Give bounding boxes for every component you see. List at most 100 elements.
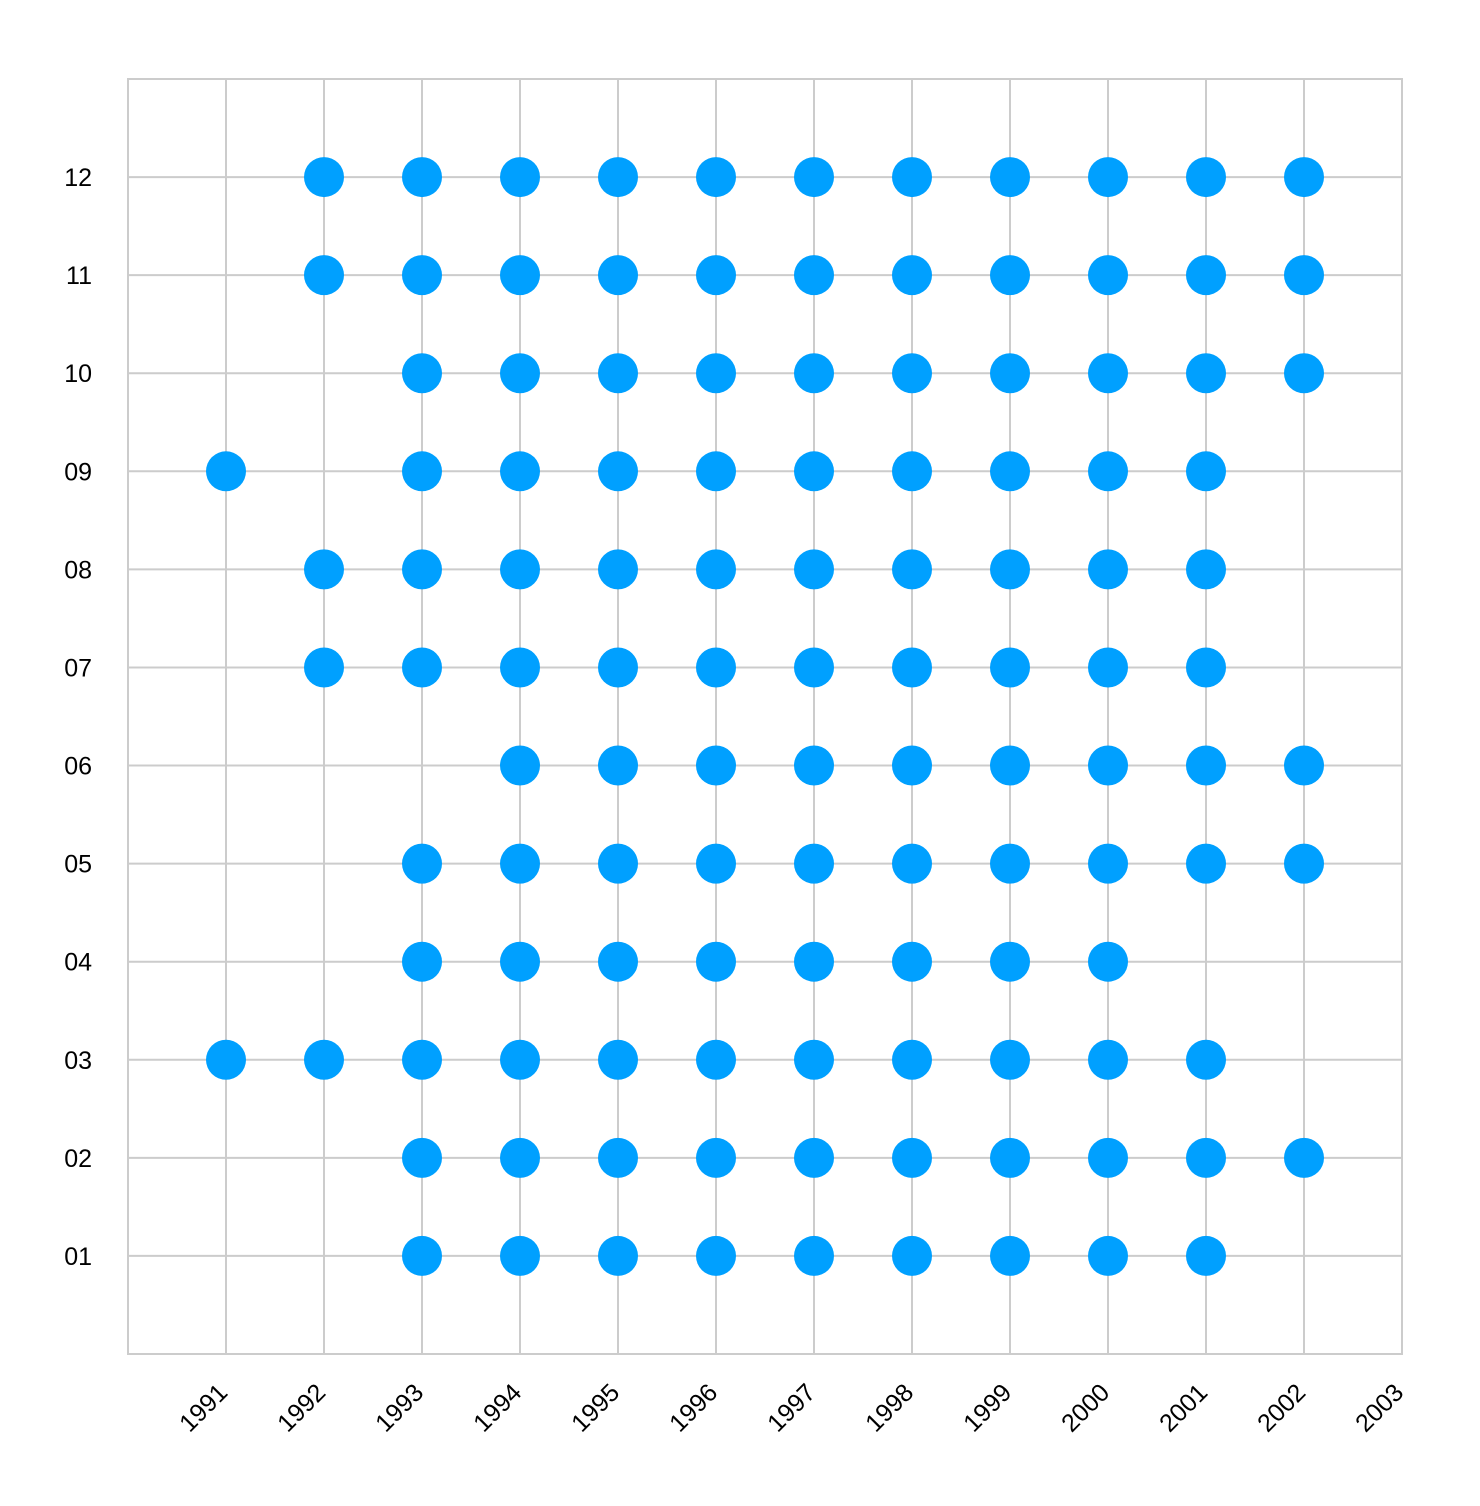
data-point	[402, 451, 442, 492]
data-point	[1186, 843, 1226, 884]
x-tick-label: 2003	[1350, 1378, 1409, 1437]
data-point	[1088, 745, 1128, 786]
data-point	[794, 843, 834, 884]
data-point	[598, 1039, 638, 1080]
data-point	[500, 451, 540, 492]
data-point	[1088, 843, 1128, 884]
data-point	[794, 647, 834, 688]
data-point	[892, 745, 932, 786]
data-point	[598, 353, 638, 394]
data-point	[892, 647, 932, 688]
data-point	[696, 1039, 736, 1080]
plot-frame	[127, 78, 1403, 1355]
data-points	[206, 157, 1324, 1276]
data-point	[1186, 451, 1226, 492]
data-point	[1088, 451, 1128, 492]
data-point	[500, 353, 540, 394]
data-point	[1284, 353, 1324, 394]
data-point	[990, 255, 1030, 296]
data-point	[696, 1137, 736, 1178]
data-point	[1186, 1137, 1226, 1178]
data-point	[794, 941, 834, 982]
data-point	[990, 843, 1030, 884]
data-point	[990, 1137, 1030, 1178]
data-point	[402, 157, 442, 198]
data-point	[1186, 353, 1226, 394]
data-point	[1284, 843, 1324, 884]
data-point	[1186, 1235, 1226, 1276]
data-point	[892, 843, 932, 884]
data-point	[402, 1235, 442, 1276]
y-axis-ticks: 01 02 03 04 05 06 07 08 09 10 11 12	[64, 164, 92, 1271]
y-tick-label: 09	[64, 458, 92, 486]
data-point	[402, 549, 442, 590]
data-point	[304, 647, 344, 688]
data-point	[1088, 1137, 1128, 1178]
data-point	[794, 157, 834, 198]
data-point	[598, 941, 638, 982]
x-tick-label: 1998	[860, 1378, 919, 1437]
data-point	[892, 451, 932, 492]
data-point	[206, 1039, 246, 1080]
data-point	[1186, 745, 1226, 786]
x-tick-label: 2001	[1154, 1378, 1213, 1437]
data-point	[402, 353, 442, 394]
data-point	[990, 647, 1030, 688]
data-point	[598, 1235, 638, 1276]
data-point	[892, 157, 932, 198]
data-point	[402, 1137, 442, 1178]
data-point	[990, 1235, 1030, 1276]
data-point	[990, 157, 1030, 198]
data-point	[304, 255, 344, 296]
data-point	[990, 1039, 1030, 1080]
data-point	[794, 1137, 834, 1178]
x-tick-label: 2002	[1252, 1378, 1311, 1437]
data-point	[304, 549, 344, 590]
data-point	[598, 451, 638, 492]
data-point	[696, 647, 736, 688]
data-point	[892, 1039, 932, 1080]
y-tick-label: 06	[64, 753, 92, 781]
x-tick-label: 1991	[174, 1378, 233, 1437]
data-point	[1186, 1039, 1226, 1080]
data-point	[598, 843, 638, 884]
x-tick-label: 1994	[468, 1378, 527, 1437]
data-point	[402, 843, 442, 884]
data-point	[1088, 647, 1128, 688]
x-tick-label: 1995	[566, 1378, 625, 1437]
y-tick-label: 08	[64, 556, 92, 584]
data-point	[892, 549, 932, 590]
data-point	[696, 745, 736, 786]
data-point	[402, 255, 442, 296]
data-point	[1186, 549, 1226, 590]
data-point	[696, 843, 736, 884]
data-point	[1284, 1137, 1324, 1178]
data-point	[892, 1137, 932, 1178]
data-point	[500, 1039, 540, 1080]
data-point	[794, 451, 834, 492]
data-point	[598, 157, 638, 198]
data-point	[990, 941, 1030, 982]
data-point	[990, 745, 1030, 786]
data-point	[206, 451, 246, 492]
data-point	[696, 451, 736, 492]
x-axis-ticks: 1991 1992 1993 1994 1995 1996 1997 1998 1999 2000…	[174, 1378, 1409, 1437]
data-point	[696, 549, 736, 590]
x-tick-label: 1996	[664, 1378, 723, 1437]
data-point	[1186, 255, 1226, 296]
y-tick-label: 02	[64, 1145, 92, 1173]
data-point	[990, 353, 1030, 394]
data-point	[892, 941, 932, 982]
y-tick-label: 03	[64, 1047, 92, 1075]
data-point	[1088, 549, 1128, 590]
y-tick-label: 01	[64, 1243, 92, 1271]
data-point	[500, 647, 540, 688]
x-tick-label: 1999	[958, 1378, 1017, 1437]
data-point	[1088, 941, 1128, 982]
data-point	[304, 157, 344, 198]
data-point	[598, 255, 638, 296]
data-point	[500, 255, 540, 296]
data-point	[1088, 353, 1128, 394]
data-point	[892, 255, 932, 296]
